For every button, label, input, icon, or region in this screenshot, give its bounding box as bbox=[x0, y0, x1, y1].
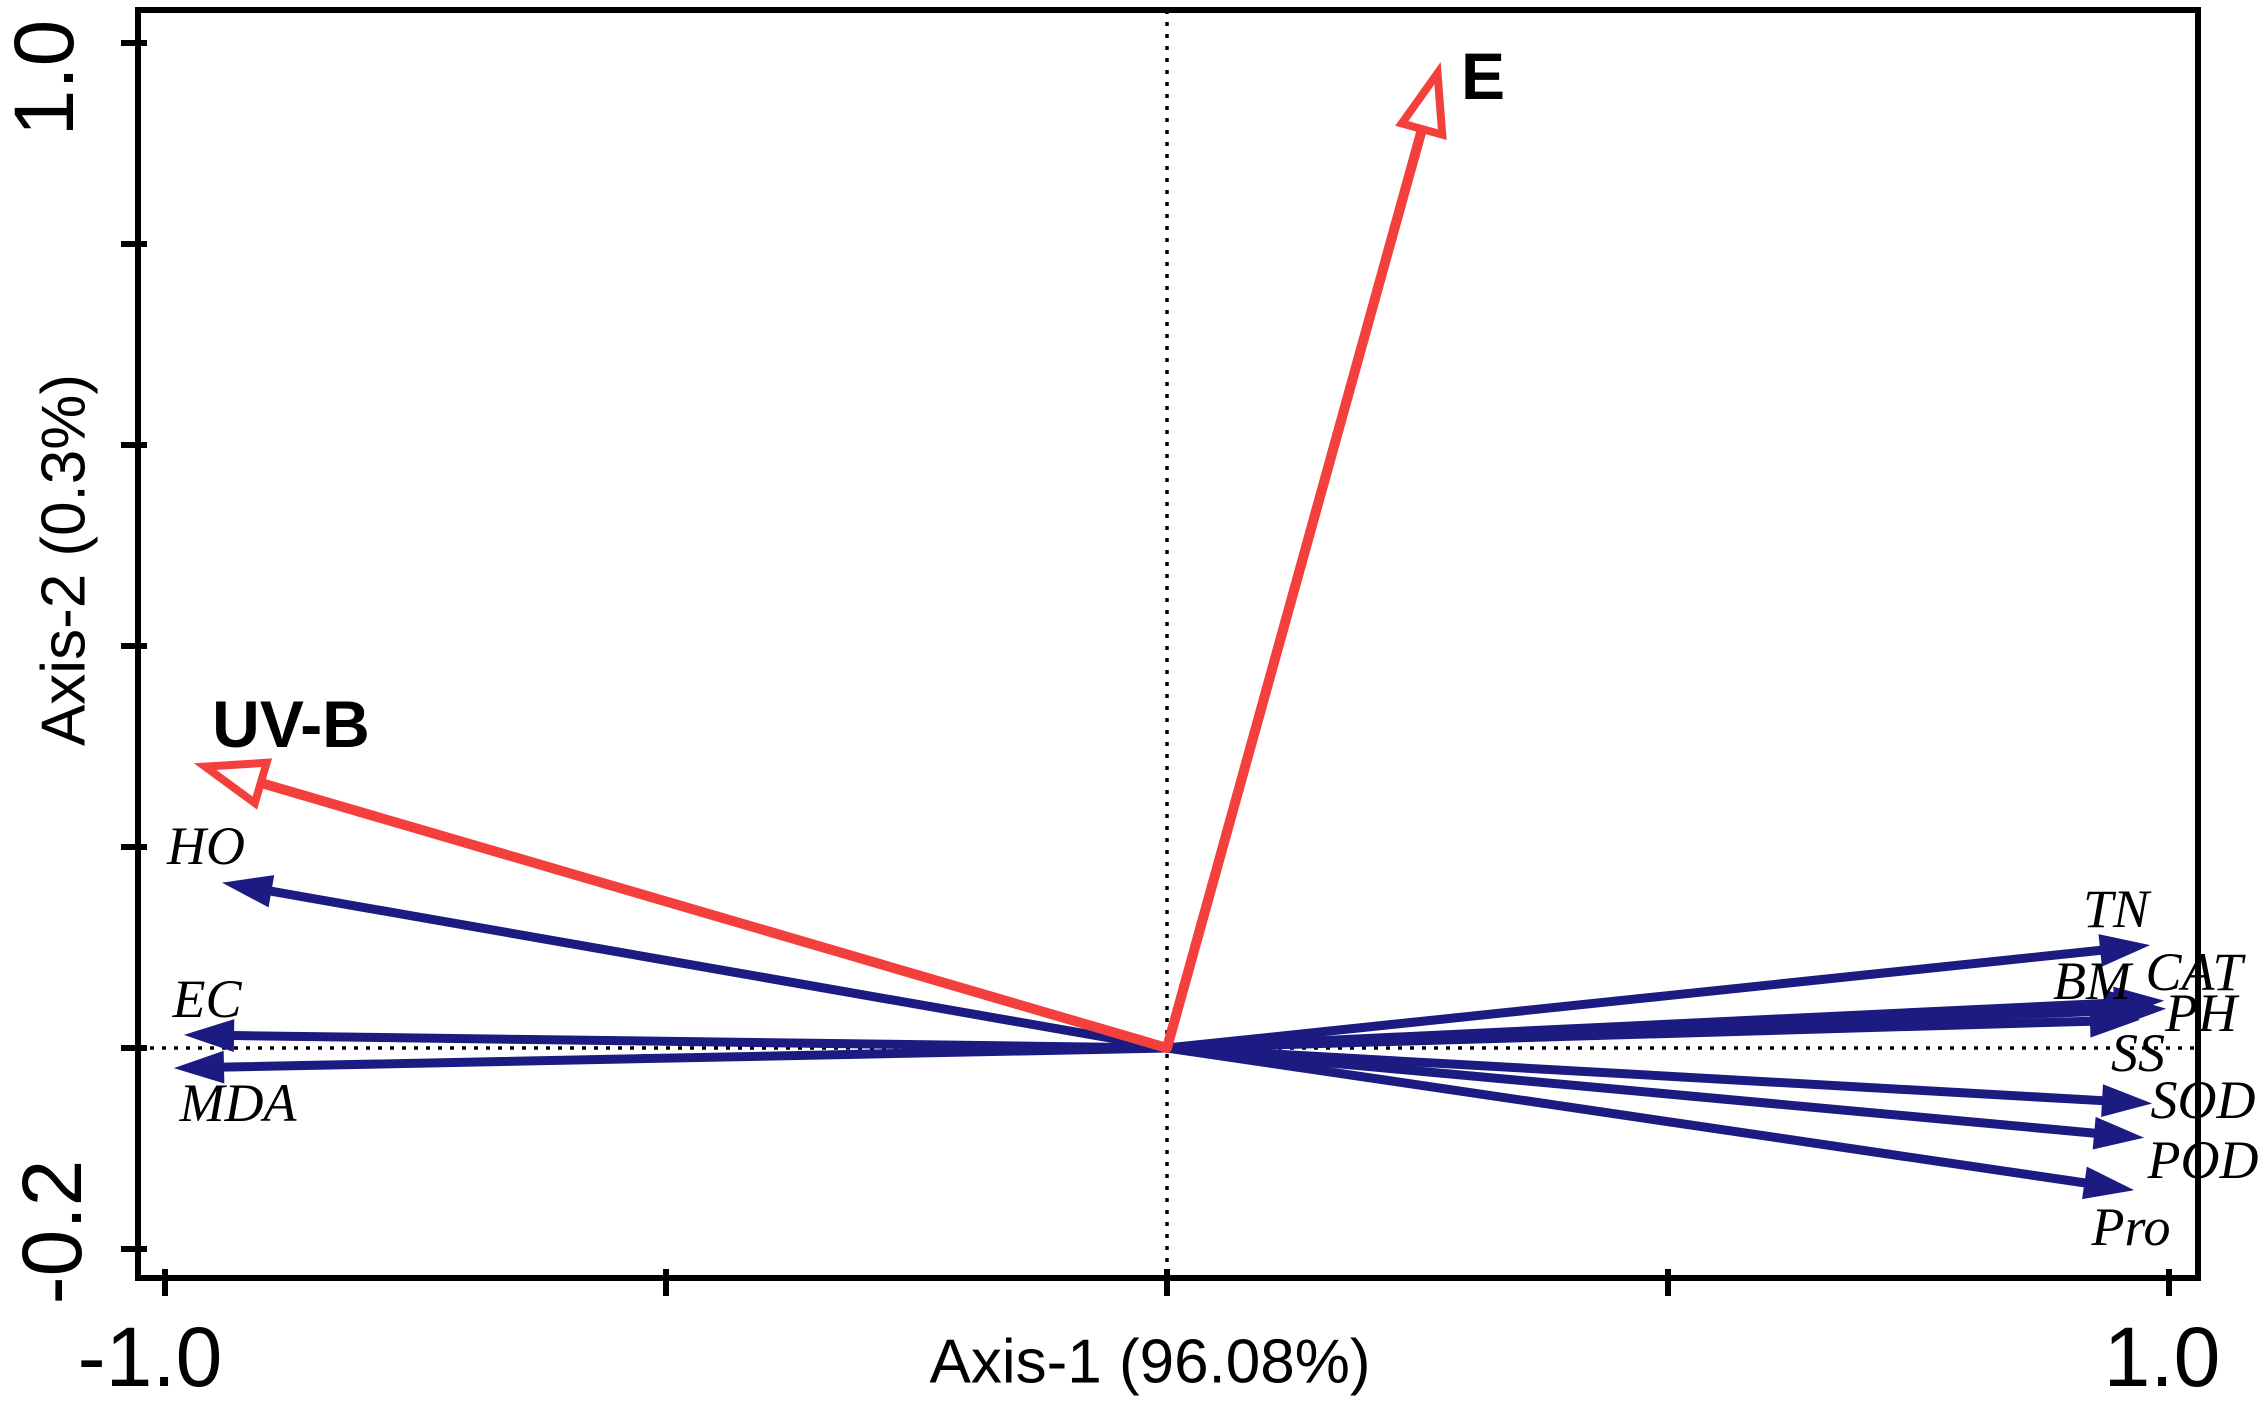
response-label-POD: POD bbox=[2147, 1130, 2259, 1190]
env-arrow-head-UV-B bbox=[193, 758, 273, 810]
response-arrow-shaft-Pro bbox=[1162, 1043, 2090, 1188]
zero-lines-group bbox=[138, 10, 2198, 1278]
response-arrow-shaft-TN bbox=[1162, 945, 2106, 1053]
y-tick-label-top: 1.0 bbox=[0, 20, 91, 137]
axis-ticks-group bbox=[121, 40, 2172, 1296]
response-arrow-head-TN bbox=[2098, 934, 2151, 967]
response-arrow-shaft-POD bbox=[1162, 1043, 2100, 1138]
response-arrow-shaft-EC bbox=[228, 1031, 1172, 1053]
response-arrow-head-SS bbox=[2089, 1004, 2141, 1038]
response-label-SS: SS bbox=[2111, 1023, 2165, 1083]
env-arrow-shaft-UV-B bbox=[255, 777, 1172, 1053]
env-arrow-shaft-E bbox=[1162, 124, 1428, 1053]
response-label-Pro: Pro bbox=[2091, 1197, 2171, 1257]
response-arrow-head-Pro bbox=[2082, 1166, 2135, 1200]
response-label-HO: HO bbox=[166, 816, 245, 876]
response-label-EC: EC bbox=[171, 969, 242, 1029]
response-arrow-head-MDA bbox=[173, 1050, 225, 1084]
response-label-MDA: MDA bbox=[179, 1073, 298, 1133]
y-axis-title: Axis-2 (0.3%) bbox=[30, 374, 99, 746]
env-arrow-head-E bbox=[1395, 61, 1447, 141]
response-arrow-shaft-HO bbox=[265, 886, 1172, 1053]
response-label-TN: TN bbox=[2083, 879, 2152, 939]
x-tick-label-left: -1.0 bbox=[78, 1310, 223, 1404]
x-tick-label-right: 1.0 bbox=[2104, 1310, 2221, 1404]
y-tick-label-bottom: -0.2 bbox=[5, 1160, 99, 1305]
env-label-UV-B: UV-B bbox=[212, 687, 370, 761]
response-label-CAT: CAT bbox=[2145, 942, 2246, 1002]
x-axis-title: Axis-1 (96.08%) bbox=[929, 1328, 1370, 1397]
env-arrows-group bbox=[193, 61, 1447, 1053]
response-arrow-head-SOD bbox=[2101, 1084, 2153, 1117]
axis-text-group: 1.0 -0.2 -1.0 1.0 Axis-1 (96.08%) Axis-2… bbox=[0, 20, 2220, 1404]
response-label-SOD: SOD bbox=[2151, 1070, 2256, 1130]
response-arrow-head-EC bbox=[183, 1019, 235, 1052]
response-arrow-head-POD bbox=[2092, 1116, 2145, 1150]
response-arrow-shaft-SS bbox=[1162, 1016, 2096, 1053]
response-label-PH: PH bbox=[2164, 983, 2240, 1043]
env-label-E: E bbox=[1461, 39, 1505, 113]
response-arrow-shaft-MDA bbox=[218, 1043, 1172, 1072]
response-arrows-group bbox=[173, 875, 2167, 1200]
response-label-BM: BM bbox=[2053, 951, 2134, 1011]
response-arrow-shaft-SOD bbox=[1162, 1043, 2108, 1106]
response-arrow-head-HO bbox=[221, 875, 275, 908]
